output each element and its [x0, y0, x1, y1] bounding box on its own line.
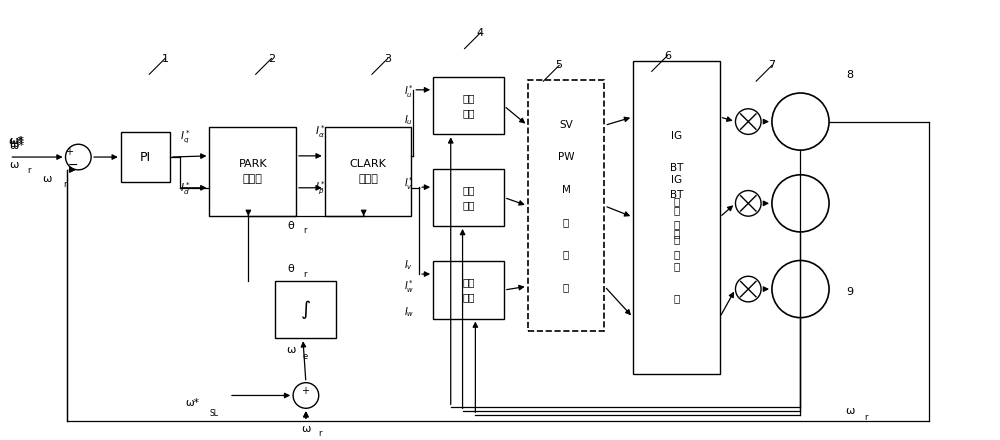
Text: IG: IG: [671, 131, 682, 141]
Text: 4: 4: [477, 28, 484, 38]
Text: 元: 元: [673, 293, 679, 304]
Circle shape: [772, 175, 829, 232]
Circle shape: [735, 276, 761, 302]
Text: SV: SV: [559, 120, 573, 129]
Text: BT: BT: [670, 163, 683, 173]
Text: IG: IG: [671, 175, 682, 185]
Text: 1: 1: [162, 54, 169, 63]
Text: 逆變換: 逆變換: [358, 174, 378, 184]
Text: ω*: ω*: [9, 139, 24, 149]
Text: ∫: ∫: [301, 300, 311, 319]
Circle shape: [735, 191, 761, 216]
Text: $I_w$: $I_w$: [404, 305, 415, 319]
FancyBboxPatch shape: [433, 169, 504, 226]
Circle shape: [772, 93, 829, 150]
Text: ω: ω: [301, 424, 311, 434]
Text: 變: 變: [673, 220, 679, 230]
FancyBboxPatch shape: [121, 132, 170, 182]
Text: e: e: [302, 352, 308, 360]
Text: r: r: [303, 227, 307, 235]
Text: ω: ω: [42, 174, 51, 184]
Text: 逆: 逆: [673, 205, 679, 215]
Text: +: +: [301, 385, 309, 396]
Text: $I^*_u$: $I^*_u$: [404, 84, 415, 100]
Text: 器: 器: [563, 282, 569, 292]
Text: CLARK: CLARK: [350, 159, 386, 169]
Text: ω*: ω*: [186, 398, 200, 408]
Text: $I^*_w$: $I^*_w$: [404, 279, 415, 296]
Text: 發: 發: [563, 217, 569, 227]
Text: 控制: 控制: [462, 293, 475, 302]
Text: BT: BT: [670, 190, 683, 200]
Text: 9: 9: [846, 287, 853, 297]
Text: PI: PI: [140, 150, 151, 164]
Text: θ: θ: [288, 264, 295, 275]
Text: r: r: [303, 270, 307, 279]
FancyBboxPatch shape: [433, 261, 504, 319]
FancyBboxPatch shape: [528, 80, 604, 331]
Text: ω: ω: [9, 160, 19, 170]
Text: $I^*_v$: $I^*_v$: [404, 175, 415, 192]
FancyBboxPatch shape: [633, 61, 720, 374]
Text: 控制: 控制: [462, 200, 475, 210]
Text: 8: 8: [846, 70, 853, 80]
Text: 3: 3: [384, 54, 391, 63]
FancyBboxPatch shape: [325, 128, 411, 216]
Text: 單: 單: [673, 235, 679, 244]
Text: $I^*_d$: $I^*_d$: [180, 180, 190, 197]
Text: +: +: [65, 147, 73, 157]
Text: 生: 生: [563, 249, 569, 260]
Text: 變: 變: [673, 228, 679, 238]
Text: PW: PW: [558, 152, 574, 162]
Text: ω: ω: [286, 345, 296, 355]
Circle shape: [66, 144, 91, 170]
Circle shape: [293, 383, 319, 408]
Text: $I_v$: $I_v$: [404, 259, 413, 272]
Text: ω*: ω*: [9, 136, 24, 146]
Text: r: r: [865, 413, 868, 422]
Text: 6: 6: [664, 51, 671, 61]
Text: −: −: [68, 159, 79, 172]
Text: ω: ω: [845, 406, 854, 416]
FancyBboxPatch shape: [433, 77, 504, 134]
Circle shape: [735, 109, 761, 134]
Text: r: r: [64, 180, 67, 189]
Text: 逆: 逆: [673, 196, 679, 206]
Circle shape: [772, 260, 829, 318]
Text: ω*: ω*: [9, 136, 24, 146]
Text: 滯環: 滯環: [462, 185, 475, 195]
Text: $I^*_q$: $I^*_q$: [180, 128, 190, 146]
Text: r: r: [27, 166, 31, 176]
Text: 逆變換: 逆變換: [243, 174, 263, 184]
Text: 單: 單: [673, 261, 679, 271]
Text: θ: θ: [288, 221, 295, 231]
Text: PARK: PARK: [238, 159, 267, 169]
Text: SL: SL: [210, 409, 219, 418]
Text: r: r: [318, 429, 321, 438]
Text: 2: 2: [268, 54, 275, 63]
FancyBboxPatch shape: [275, 281, 336, 338]
Text: M: M: [562, 184, 570, 194]
Text: 元: 元: [673, 249, 679, 259]
Text: $I^*_β$: $I^*_β$: [315, 180, 325, 197]
Text: 5: 5: [556, 60, 563, 70]
Text: 7: 7: [768, 60, 775, 70]
Text: $I^*_α$: $I^*_α$: [315, 123, 325, 140]
Text: ω*: ω*: [9, 141, 24, 151]
FancyBboxPatch shape: [209, 128, 296, 216]
Text: $I_u$: $I_u$: [404, 113, 413, 127]
Text: 控制: 控制: [462, 108, 475, 118]
Text: 滯環: 滯環: [462, 278, 475, 288]
Text: 滯環: 滯環: [462, 93, 475, 103]
